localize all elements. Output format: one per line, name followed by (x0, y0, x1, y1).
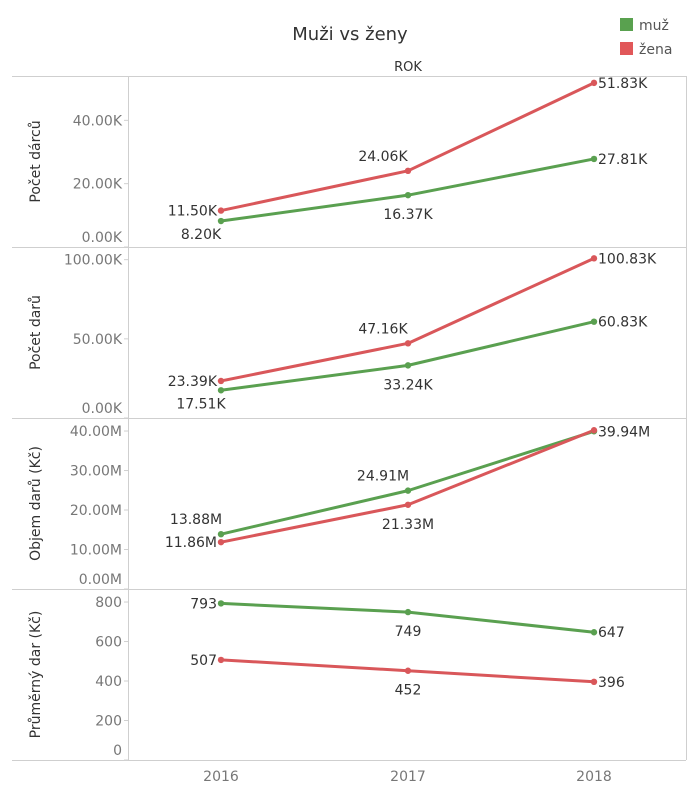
data-label-muz: 749 (395, 624, 422, 640)
chart-title: Muži vs ženy (292, 24, 408, 45)
y-tick-label: 0.00K (82, 230, 123, 246)
legend-swatch-muz[interactable] (620, 18, 633, 31)
x-tick-label: 2018 (576, 769, 612, 785)
data-label-zena: 11.50K (168, 204, 218, 220)
y-tick-label: 20.00K (73, 177, 123, 193)
data-point-zena (217, 538, 225, 546)
data-point-muz (590, 155, 598, 163)
data-label-muz: 8.20K (181, 227, 222, 243)
data-label-zena: 24.06K (358, 149, 408, 165)
data-label-muz: 647 (598, 625, 625, 641)
y-tick-label: 0 (113, 743, 122, 759)
y-axis-title: Průměrný dar (Kč) (28, 611, 44, 739)
y-tick-label: 50.00K (73, 332, 123, 348)
data-point-zena (217, 656, 225, 664)
data-point-zena (404, 340, 412, 347)
y-tick-label: 0.00K (82, 401, 123, 417)
y-axis-title: Počet darů (28, 295, 44, 370)
data-point-muz (404, 487, 412, 494)
data-label-muz: 39.94M (598, 424, 650, 440)
data-point-zena (217, 377, 225, 385)
y-tick-label: 400 (95, 674, 122, 690)
column-header: ROK (394, 60, 422, 75)
y-tick-label: 800 (95, 595, 122, 611)
data-label-zena: 507 (190, 653, 217, 669)
legend-label-zena[interactable]: žena (639, 42, 672, 58)
data-point-zena (404, 501, 412, 508)
data-label-muz: 24.91M (357, 469, 409, 485)
x-tick-label: 2017 (390, 769, 426, 785)
data-point-muz (217, 217, 225, 225)
y-tick-label: 30.00M (70, 464, 122, 480)
data-point-muz (404, 362, 412, 369)
data-point-muz (590, 318, 598, 325)
legend: muž žena (620, 18, 672, 58)
data-label-muz: 27.81K (598, 152, 648, 168)
data-point-zena (404, 667, 412, 674)
y-tick-label: 40.00K (73, 113, 123, 129)
panel-2: Počet darů 0.00K 50.00K 100.00K 17.51K 33.24K… (28, 251, 657, 419)
data-point-muz (217, 387, 225, 394)
data-label-muz: 793 (190, 596, 217, 612)
data-label-muz: 17.51K (176, 396, 226, 412)
series-line-zena (220, 81, 595, 213)
data-point-muz (217, 600, 225, 607)
data-label-zena: 11.86M (165, 535, 217, 551)
data-point-zena (404, 167, 412, 175)
panel-4: Průměrný dar (Kč) 0 200 400 600 800 793 749 647 5… (28, 595, 625, 761)
legend-swatch-zena[interactable] (620, 42, 633, 55)
data-label-zena: 47.16K (358, 321, 408, 337)
data-point-zena (590, 678, 598, 686)
data-point-muz (404, 191, 412, 199)
panels: Počet dárců 0.00K 20.00K 40.00K 8.20K 16.37K 2… (28, 76, 657, 761)
data-label-muz: 60.83K (598, 315, 648, 331)
y-tick-label: 600 (95, 635, 122, 651)
legend-label-muz[interactable]: muž (639, 18, 669, 34)
data-point-zena (590, 255, 598, 262)
data-label-zena: 23.39K (168, 374, 218, 390)
data-point-zena (590, 79, 598, 87)
data-label-muz: 13.88M (170, 512, 222, 528)
data-label-zena: 51.83K (598, 76, 648, 92)
data-point-muz (404, 608, 412, 616)
y-tick-label: 200 (95, 714, 122, 730)
data-label-zena: 100.83K (598, 251, 657, 267)
y-tick-label: 20.00M (70, 503, 122, 519)
y-tick-label: 40.00M (70, 424, 122, 440)
panel-3: Objem darů (Kč) 0.00M 10.00M 20.00M 30.00M 40… (28, 424, 650, 590)
x-axis: 2016 2017 2018 (203, 769, 612, 785)
data-label-zena: 452 (395, 683, 422, 699)
panel-1: Počet dárců 0.00K 20.00K 40.00K 8.20K 16.37K 2… (28, 76, 648, 248)
y-axis-title: Počet dárců (28, 120, 44, 202)
y-tick-label: 0.00M (79, 572, 122, 588)
data-label-muz: 33.24K (383, 377, 433, 393)
x-tick-label: 2016 (203, 769, 239, 785)
data-point-muz (217, 530, 225, 538)
y-tick-label: 100.00K (64, 253, 123, 269)
y-tick-label: 10.00M (70, 543, 122, 559)
data-label-zena: 396 (598, 675, 625, 691)
data-label-muz: 16.37K (383, 207, 433, 223)
data-point-zena (590, 427, 598, 434)
y-axis-title: Objem darů (Kč) (28, 446, 44, 561)
data-label-zena: 21.33M (382, 517, 434, 533)
data-point-muz (590, 629, 598, 636)
data-point-zena (217, 207, 225, 214)
